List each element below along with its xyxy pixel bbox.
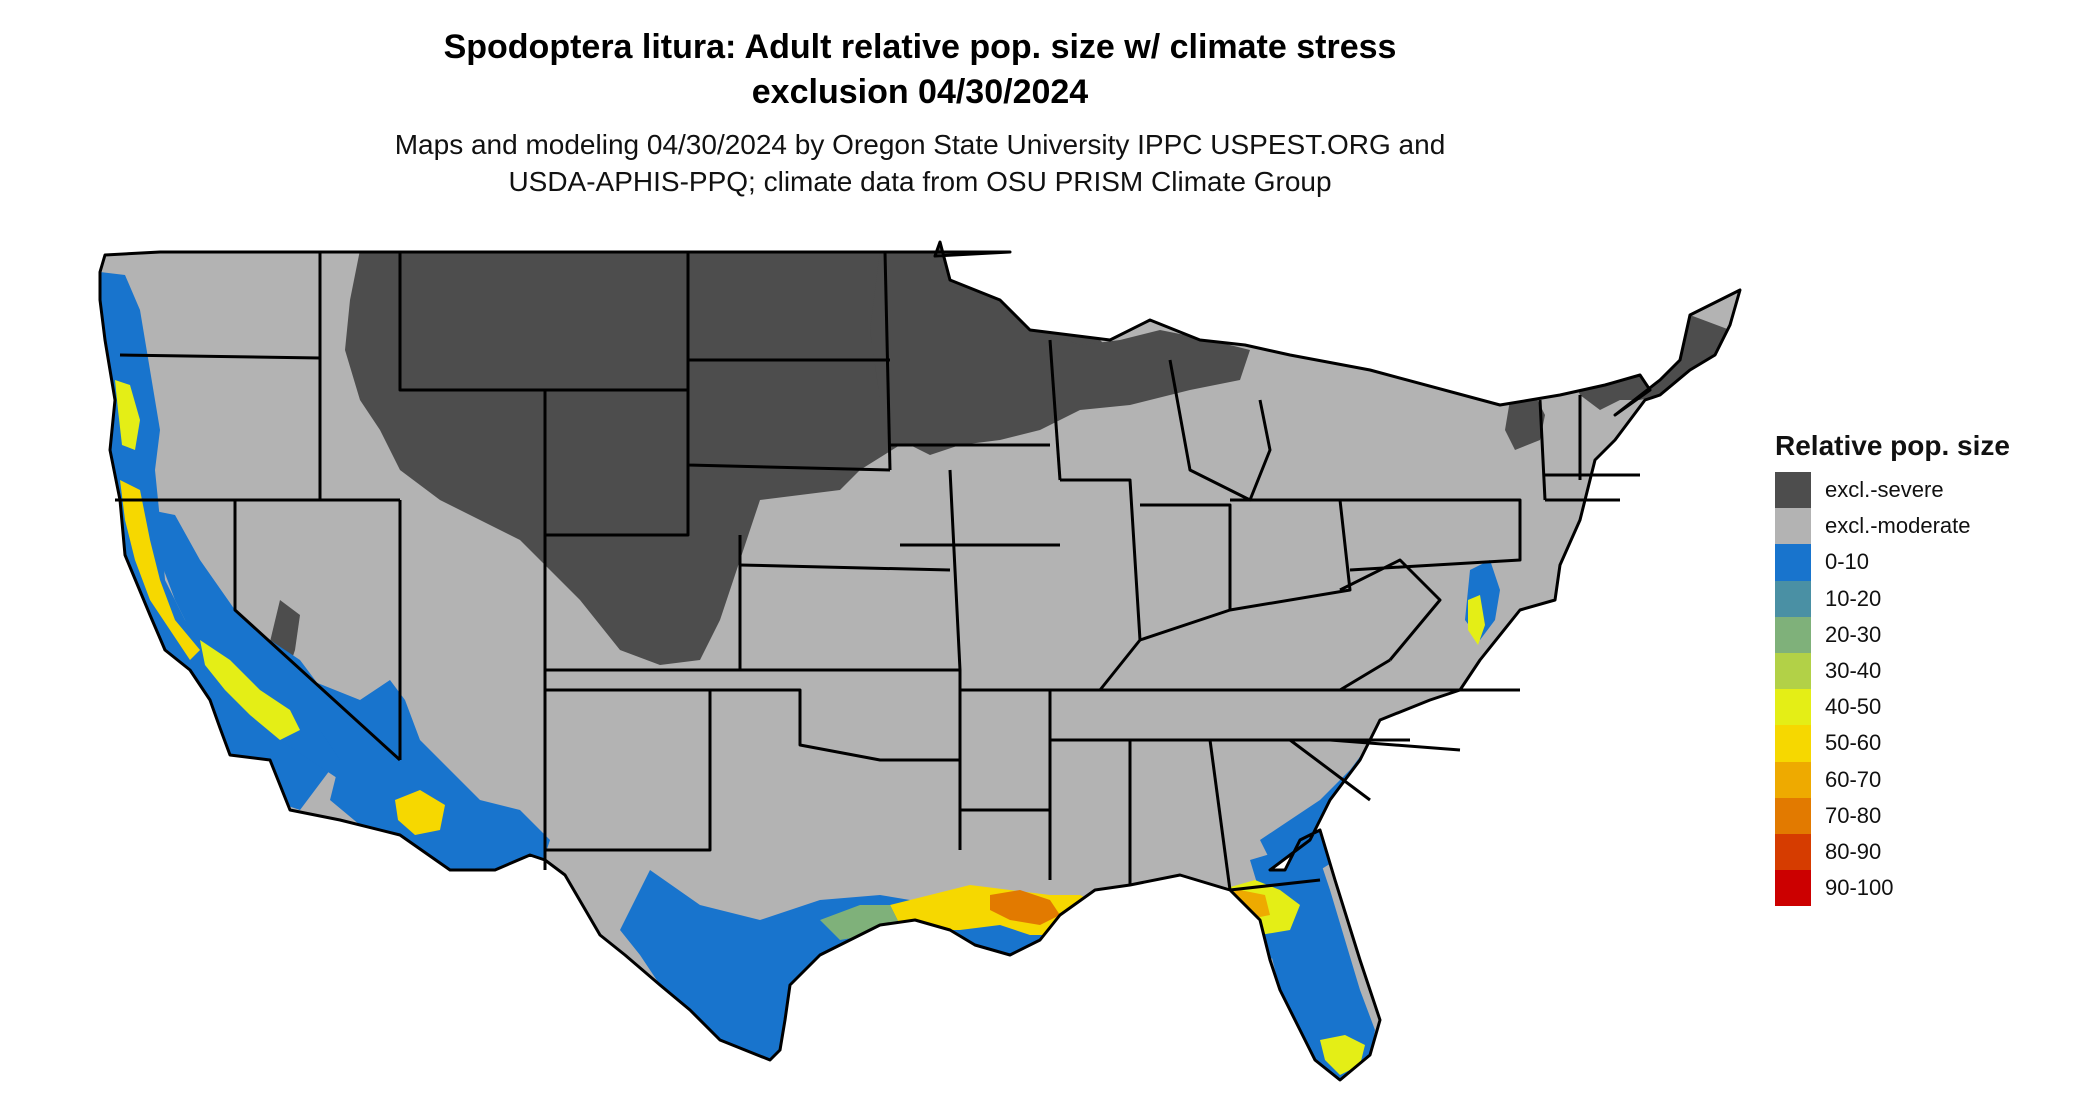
map-subtitle-line-1: Maps and modeling 04/30/2024 by Oregon S… <box>394 129 1446 160</box>
border-ga-sc <box>1289 738 1371 802</box>
legend-label: excl.-moderate <box>1825 513 1971 539</box>
border-nc-sc <box>1329 738 1461 752</box>
california-valley-yellow <box>200 640 300 740</box>
border-missouri-west <box>948 469 962 850</box>
severe-adirondacks <box>1505 395 1545 450</box>
legend-swatch <box>1775 761 1811 798</box>
legend-item: 40-50 <box>1775 689 2075 726</box>
border-ga-fl <box>1229 878 1321 892</box>
legend-item: 0-10 <box>1775 544 2075 581</box>
legend-label: 40-50 <box>1825 694 1882 720</box>
border-il <box>1060 478 1142 691</box>
severe-minnesota-wisconsin <box>870 245 1250 455</box>
border-new-england <box>1538 395 1640 502</box>
legend-label: 60-70 <box>1825 766 1882 792</box>
legend-label: 90-100 <box>1825 875 1894 901</box>
gulf-coast-orange-band <box>990 890 1060 925</box>
legend-label: 20-30 <box>1825 621 1882 647</box>
legend-swatch <box>1775 689 1811 726</box>
legend-item: 60-70 <box>1775 761 2075 798</box>
legend-title: Relative pop. size <box>1775 430 2010 461</box>
south-florida-yellow <box>1320 1035 1365 1075</box>
legend-label: 70-80 <box>1825 802 1882 828</box>
florida-panhandle-orange <box>1215 890 1270 920</box>
border-ok-tx <box>710 688 960 762</box>
legend-label: 30-40 <box>1825 658 1882 684</box>
map-title-line-1: Spodoptera litura: Adult relative pop. s… <box>443 28 1397 66</box>
border-nm-east <box>545 688 712 852</box>
legend-item: 90-100 <box>1775 870 2075 907</box>
legend-swatch <box>1775 616 1811 653</box>
legend-item: 30-40 <box>1775 652 2075 690</box>
border-wy <box>488 388 690 537</box>
state-borders <box>98 240 1742 1082</box>
arizona-yellow <box>395 790 445 835</box>
legend: Relative pop. size excl.-severe excl.-mod… <box>1775 430 2075 907</box>
border-mt-id-wy <box>398 252 488 392</box>
border-ne-ks <box>739 563 951 572</box>
map-subtitle-line-2: USDA-APHIS-PPQ; climate data from OSU PR… <box>508 166 1332 197</box>
legend-item: excl.-severe <box>1775 472 2075 509</box>
border-wv <box>1339 558 1442 661</box>
border-mn-west <box>883 251 892 471</box>
us-outline <box>98 240 1742 1082</box>
border-dakotas <box>686 252 891 472</box>
legend-item: 70-80 <box>1775 797 2075 834</box>
oregon-coast-yellow <box>115 380 140 450</box>
legend-swatch <box>1775 870 1811 907</box>
border-al-ga <box>1208 739 1232 891</box>
legend-item: 80-90 <box>1775 833 2075 871</box>
legend-item: 20-30 <box>1775 616 2075 653</box>
map-title-line-2: exclusion 04/30/2024 <box>751 73 1089 111</box>
legend-item: 10-20 <box>1775 580 2075 617</box>
legend-label: 80-90 <box>1825 838 1882 864</box>
legend-label: excl.-severe <box>1825 477 1944 503</box>
california-coast-yellow <box>120 480 200 660</box>
legend-swatch <box>1775 544 1811 581</box>
legend-items: excl.-severe excl.-moderate 0-10 10-20 20-30… <box>1775 472 2075 907</box>
legend-item: excl.-moderate <box>1775 508 2075 545</box>
legend-swatch <box>1775 472 1811 509</box>
legend-label: 50-60 <box>1825 730 1882 756</box>
border-wa-or <box>119 353 321 360</box>
legend-swatch <box>1775 797 1811 834</box>
legend-swatch <box>1775 833 1811 871</box>
legend-label: 0-10 <box>1825 549 1870 575</box>
central-valley-low <box>150 510 360 780</box>
border-oh <box>1229 498 1352 612</box>
border-in <box>1139 503 1232 642</box>
legend-swatch <box>1775 652 1811 690</box>
legend-swatch <box>1775 508 1811 545</box>
southwest-desert-low <box>310 680 550 870</box>
legend-swatch <box>1775 580 1811 617</box>
border-mi-wi <box>1048 339 1062 481</box>
legend-item: 50-60 <box>1775 725 2075 762</box>
delmarva-yellow <box>1468 595 1485 645</box>
border-ca-nv <box>233 500 402 762</box>
border-michigan <box>1168 359 1272 502</box>
legend-label: 10-20 <box>1825 585 1882 611</box>
legend-swatch <box>1775 725 1811 762</box>
